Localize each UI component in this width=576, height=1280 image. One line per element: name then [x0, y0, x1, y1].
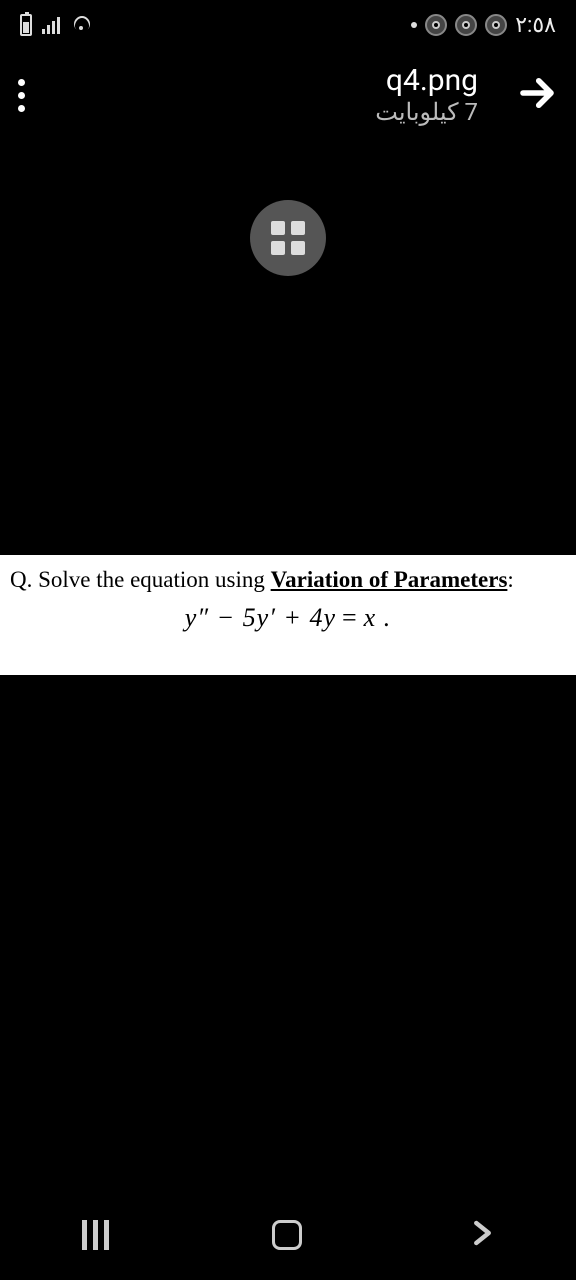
question-equation: y″ − 5y′ + 4y=x .	[10, 603, 566, 633]
more-options-icon[interactable]	[18, 79, 25, 112]
apps-grid-button[interactable]	[250, 200, 326, 276]
status-clock: ۲:٥٨	[515, 13, 556, 38]
question-text: Q. Solve the equation using Variation of…	[10, 567, 566, 593]
nav-home-icon[interactable]	[272, 1220, 302, 1250]
signal-icon	[42, 16, 60, 34]
status-bar: ۲:٥٨	[0, 0, 576, 50]
file-name: q4.png	[78, 64, 478, 99]
grid-icon	[271, 221, 305, 255]
chrome-icon	[425, 14, 447, 36]
chrome-icon	[485, 14, 507, 36]
wifi-icon	[70, 16, 92, 34]
app-header: q4.png 7 كيلوبايت	[0, 55, 576, 135]
question-image[interactable]: Q. Solve the equation using Variation of…	[0, 555, 576, 675]
file-size: 7 كيلوبايت	[78, 98, 478, 126]
nav-recents-icon[interactable]	[82, 1220, 109, 1250]
notification-dot-icon	[411, 22, 417, 28]
back-arrow-icon[interactable]	[516, 72, 558, 118]
nav-back-icon[interactable]	[465, 1218, 495, 1252]
chrome-icon	[455, 14, 477, 36]
system-nav-bar	[0, 1190, 576, 1280]
status-right: ۲:٥٨	[411, 13, 556, 38]
status-left	[20, 14, 92, 36]
battery-icon	[20, 14, 32, 36]
